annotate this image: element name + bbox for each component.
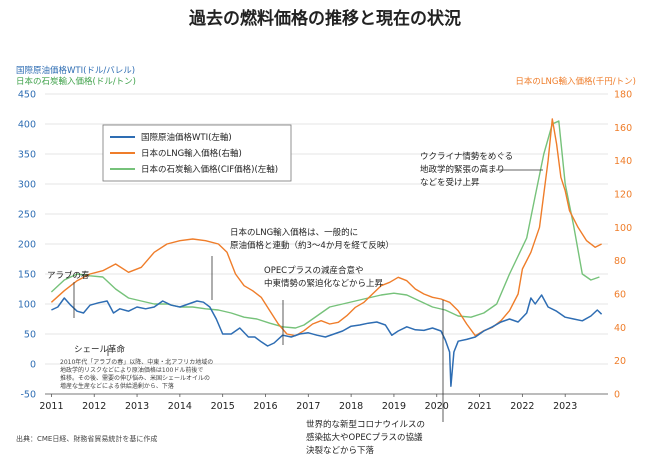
left-tick-label: -50 <box>20 390 36 401</box>
right-tick-label: 80 <box>614 256 626 267</box>
x-axis-ticks: 2011 2012 2013 2014 2015 2016 2017 2018 2019 2020… <box>39 393 608 412</box>
chart-title: 過去の燃料価格の推移と現在の状況 <box>189 9 461 29</box>
right-axis-ticks: 0 20 40 60 80 100 120 140 160 180 <box>614 90 632 401</box>
annotation-arab-spring: アラブの春 <box>47 270 90 281</box>
x-tick-label: 2021 <box>467 401 491 412</box>
x-tick-label: 2012 <box>82 401 106 412</box>
x-tick-label: 2011 <box>39 401 63 412</box>
right-axis-title-lng: 日本のLNG輸入価格(千円/トン) <box>515 77 636 87</box>
series-line-coal <box>50 120 600 329</box>
left-tick-label: 250 <box>18 210 36 221</box>
right-tick-label: 120 <box>614 190 632 201</box>
x-tick-label: 2017 <box>296 401 320 412</box>
legend-label-lng: 日本のLNG輸入価格(右軸) <box>141 148 242 159</box>
annotation-opec-2: 中東情勢の緊迫化などから上昇 <box>264 278 384 289</box>
right-tick-label: 100 <box>614 223 632 234</box>
annotation-covid-2: 感染拡大やOPECプラスの協議 <box>306 432 423 443</box>
left-axis-title-wti: 国際原油価格WTI(ドル/バレル) <box>16 66 136 76</box>
x-tick-label: 2019 <box>382 401 406 412</box>
annotation-ukraine-1: ウクライナ情勢をめぐる <box>420 151 513 162</box>
series-line-wti <box>51 294 603 387</box>
annotation-shale-note-1: 2010年代「アラブの春」以降、中東・北アフリカ地域の <box>60 358 213 366</box>
right-tick-label: 180 <box>614 90 632 101</box>
left-tick-label: 50 <box>24 330 36 341</box>
left-axis-title-coal: 日本の石炭輸入価格(ドル/トン) <box>16 77 136 87</box>
series-lines <box>50 118 603 387</box>
right-tick-label: 20 <box>614 356 626 367</box>
legend-label-coal: 日本の石炭輸入価格(CIF価格)(左軸) <box>141 164 278 175</box>
left-axis-ticks: -50 0 50 100 150 200 250 300 350 400 450 <box>18 90 36 401</box>
x-tick-label: 2023 <box>553 401 577 412</box>
annotation-opec-1: OPECプラスの減産合意や <box>264 265 363 276</box>
right-tick-label: 60 <box>614 290 626 301</box>
annotation-lng-link-2: 原油価格と連動（約3〜4か月を経て反映） <box>230 240 394 251</box>
x-tick-label: 2016 <box>253 401 277 412</box>
x-tick-label: 2022 <box>510 401 534 412</box>
right-tick-label: 40 <box>614 323 626 334</box>
legend-label-wti: 国際原油価格WTI(左軸) <box>141 132 232 143</box>
right-tick-label: 0 <box>614 390 620 401</box>
right-tick-label: 160 <box>614 123 632 134</box>
annotation-shale-note-3: 推移。その後、需要の伸び悩み、米国シェールオイルの <box>60 374 210 382</box>
annotation-covid-1: 世界的な新型コロナウイルスの <box>306 419 425 430</box>
annotation-shale: シェール革命 <box>74 344 126 355</box>
left-tick-label: 400 <box>18 120 36 131</box>
left-tick-label: 350 <box>18 150 36 161</box>
left-tick-label: 150 <box>18 270 36 281</box>
x-tick-label: 2014 <box>168 401 192 412</box>
left-tick-label: 0 <box>30 360 36 371</box>
annotation-shale-note-4: 増産な生産などによる供給過剰から、下落 <box>60 382 174 390</box>
x-tick-label: 2020 <box>425 401 449 412</box>
right-tick-label: 140 <box>614 156 632 167</box>
x-tick-label: 2013 <box>125 401 149 412</box>
legend: 国際原油価格WTI(左軸) 日本のLNG輸入価格(右軸) 日本の石炭輸入価格(C… <box>102 124 292 182</box>
x-tick-label: 2015 <box>211 401 235 412</box>
annotation-shale-note-2: 地政学的リスクなどにより原油価格は100ドル前後で <box>60 366 203 374</box>
annotation-covid-3: 決裂などから下落 <box>306 445 375 456</box>
x-tick-label: 2018 <box>339 401 363 412</box>
source-note: 出典：CME日経、財務省貿易統計を基に作成 <box>16 435 158 443</box>
annotation-ukraine-2: 地政学的緊張の高まり <box>420 164 505 175</box>
annotation-lng-link-1: 日本のLNG輸入価格は、一般的に <box>230 227 358 238</box>
left-tick-label: 200 <box>18 240 36 251</box>
left-tick-label: 450 <box>18 90 36 101</box>
annotation-ukraine-3: などを受け上昇 <box>420 177 480 188</box>
left-tick-label: 100 <box>18 300 36 311</box>
left-tick-label: 300 <box>18 180 36 191</box>
series-line-lng <box>50 118 602 337</box>
